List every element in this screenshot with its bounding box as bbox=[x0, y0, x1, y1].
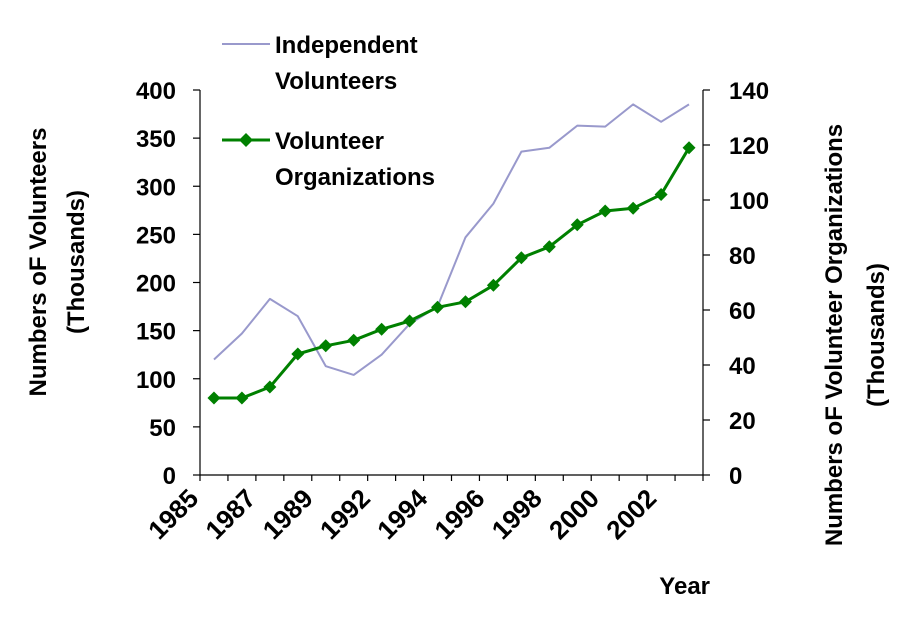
x-tick-label: 1985 bbox=[142, 483, 204, 545]
left-tick-label: 0 bbox=[163, 463, 176, 490]
data-point-volunteer-organizations bbox=[319, 339, 333, 353]
right-axis-title-line1: Numbers oF Volunteer Organizations bbox=[821, 124, 848, 546]
data-point-volunteer-organizations bbox=[458, 295, 472, 309]
data-point-volunteer-organizations bbox=[626, 201, 640, 215]
x-tick-label: 1998 bbox=[486, 483, 548, 545]
data-point-volunteer-organizations bbox=[514, 251, 528, 265]
right-tick-label: 40 bbox=[729, 353, 756, 380]
data-point-volunteer-organizations bbox=[431, 300, 445, 314]
left-tick-label: 350 bbox=[136, 126, 176, 153]
x-tick-label: 1996 bbox=[428, 483, 490, 545]
right-tick-label: 100 bbox=[729, 188, 769, 215]
right-tick-label: 140 bbox=[729, 78, 769, 105]
left-tick-label: 150 bbox=[136, 319, 176, 346]
data-point-volunteer-organizations bbox=[654, 188, 668, 201]
data-point-volunteer-organizations bbox=[207, 391, 221, 405]
left-y-ticks: 0 50 100 150 200 250 300 350 400 bbox=[136, 78, 200, 490]
right-tick-label: 0 bbox=[729, 463, 742, 490]
data-point-volunteer-organizations bbox=[598, 204, 612, 218]
left-tick-label: 50 bbox=[149, 415, 176, 442]
x-axis-title: Year bbox=[659, 573, 710, 600]
x-tick-label: 2002 bbox=[600, 483, 662, 545]
x-tick-label: 1989 bbox=[257, 483, 319, 545]
series-layer bbox=[207, 103, 696, 405]
x-tick-label: 1994 bbox=[371, 483, 433, 545]
left-tick-label: 400 bbox=[136, 78, 176, 105]
data-point-volunteer-organizations bbox=[542, 240, 556, 254]
right-tick-label: 60 bbox=[729, 298, 756, 325]
x-tick-label: 2000 bbox=[543, 483, 605, 545]
x-tick-label: 1987 bbox=[199, 483, 261, 545]
right-axis-title-line2: (Thousands) bbox=[863, 263, 890, 407]
right-y-ticks: 0 20 40 60 80 100 120 140 bbox=[703, 78, 769, 490]
data-point-volunteer-organizations bbox=[486, 278, 500, 292]
legend-label-volunteer-organizations-line1: Volunteer bbox=[275, 128, 384, 155]
legend-label-independent-volunteers-line2: Volunteers bbox=[275, 68, 397, 95]
data-point-volunteer-organizations bbox=[682, 141, 696, 155]
right-tick-label: 80 bbox=[729, 243, 756, 270]
left-axis-title-line2: (Thousands) bbox=[63, 190, 90, 334]
data-point-volunteer-organizations bbox=[235, 391, 249, 405]
legend-marker-volunteer-organizations bbox=[239, 133, 253, 147]
left-tick-label: 300 bbox=[136, 174, 176, 201]
left-tick-label: 200 bbox=[136, 271, 176, 298]
left-tick-label: 100 bbox=[136, 367, 176, 394]
data-point-volunteer-organizations bbox=[291, 347, 305, 361]
left-axis-title-line1: Numbers oF Volunteers bbox=[25, 128, 52, 397]
data-point-volunteer-organizations bbox=[263, 380, 277, 394]
x-tick-label: 1992 bbox=[314, 483, 376, 545]
legend-label-independent-volunteers-line1: Independent bbox=[275, 32, 418, 59]
data-point-volunteer-organizations bbox=[570, 218, 584, 232]
data-point-volunteer-organizations bbox=[375, 322, 389, 336]
legend: Independent Volunteers Volunteer Organiz… bbox=[222, 32, 435, 191]
data-point-volunteer-organizations bbox=[403, 314, 417, 328]
data-point-volunteer-organizations bbox=[347, 333, 361, 347]
series-line-independent-volunteers bbox=[213, 103, 690, 376]
right-tick-label: 20 bbox=[729, 408, 756, 435]
left-tick-label: 250 bbox=[136, 222, 176, 249]
legend-label-volunteer-organizations-line2: Organizations bbox=[275, 164, 435, 191]
right-tick-label: 120 bbox=[729, 133, 769, 160]
